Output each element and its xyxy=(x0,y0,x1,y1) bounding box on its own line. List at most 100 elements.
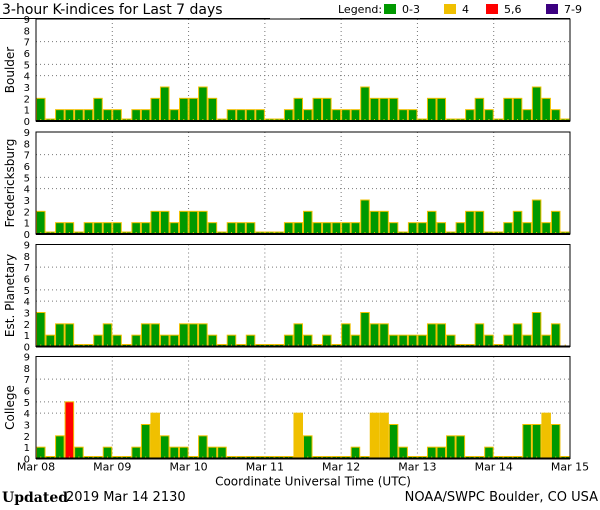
y-tick-label: 7 xyxy=(24,38,30,49)
x-tick-label: Mar 15 xyxy=(551,461,589,474)
y-tick-label: 8 xyxy=(24,364,30,375)
bar-est-planetary-52 xyxy=(531,312,542,347)
legend-swatch-1 xyxy=(444,4,456,14)
bar-est-planetary-36 xyxy=(379,323,389,348)
bar-fredericksburg-17 xyxy=(198,210,208,235)
bar-fredericksburg-50 xyxy=(512,210,523,235)
bar-college-54 xyxy=(550,424,561,459)
bar-fredericksburg-13 xyxy=(159,210,170,235)
bar-fredericksburg-52 xyxy=(531,199,542,235)
bar-boulder-37 xyxy=(388,97,399,122)
y-tick-label: 2 xyxy=(24,320,30,331)
y-tick-label: 7 xyxy=(24,151,30,162)
legend-entry-1: 4 xyxy=(462,3,469,16)
bar-est-planetary-46 xyxy=(474,323,485,348)
y-tick-label: 0 xyxy=(24,117,30,128)
y-tick-label: 5 xyxy=(24,173,30,184)
y-tick-label: 5 xyxy=(24,398,30,409)
bar-est-planetary-16 xyxy=(188,323,199,348)
legend-entry-2: 5,6 xyxy=(504,3,522,16)
panel-label: Boulder xyxy=(3,47,17,94)
y-tick-label: 8 xyxy=(24,139,30,150)
y-tick-label: 5 xyxy=(24,286,30,297)
y-tick-label: 2 xyxy=(24,94,30,105)
bar-est-planetary-12 xyxy=(150,323,160,348)
legend-swatch-0 xyxy=(384,4,396,14)
bar-college-36 xyxy=(379,412,389,459)
bar-est-planetary-15 xyxy=(179,323,189,348)
bar-est-planetary-2 xyxy=(55,323,65,348)
bar-est-planetary-0 xyxy=(36,312,46,347)
bar-est-planetary-32 xyxy=(341,323,351,348)
y-tick-label: 0 xyxy=(24,230,30,241)
y-tick-label: 7 xyxy=(24,375,30,386)
bar-est-planetary-42 xyxy=(436,323,447,348)
x-tick-label: Mar 14 xyxy=(475,461,513,474)
panel-label: Est. Planetary xyxy=(3,254,17,337)
bar-college-27 xyxy=(293,412,304,459)
y-tick-label: 9 xyxy=(24,128,30,139)
x-tick-label: Mar 11 xyxy=(246,461,284,474)
bar-est-planetary-7 xyxy=(102,323,113,348)
bar-boulder-12 xyxy=(150,97,160,122)
bar-college-44 xyxy=(455,435,466,460)
bar-est-planetary-11 xyxy=(140,323,151,348)
y-tick-label: 4 xyxy=(24,72,30,83)
bar-fredericksburg-28 xyxy=(303,210,313,235)
bar-college-37 xyxy=(388,424,399,459)
bar-boulder-30 xyxy=(322,97,332,122)
y-tick-label: 2 xyxy=(24,207,30,218)
y-tick-label: 4 xyxy=(24,297,30,308)
y-tick-label: 6 xyxy=(24,49,30,60)
y-tick-label: 9 xyxy=(24,353,30,364)
y-tick-label: 3 xyxy=(24,309,30,320)
bar-boulder-6 xyxy=(93,97,103,122)
bar-boulder-18 xyxy=(207,97,218,122)
bar-fredericksburg-36 xyxy=(379,210,389,235)
y-tick-label: 8 xyxy=(24,252,30,263)
y-tick-label: 1 xyxy=(24,331,30,342)
legend-label: Legend: xyxy=(338,3,382,16)
bar-college-43 xyxy=(446,435,456,460)
bar-boulder-49 xyxy=(503,97,513,122)
bar-college-51 xyxy=(522,424,532,459)
bar-boulder-41 xyxy=(426,97,437,122)
bar-est-planetary-50 xyxy=(512,323,523,348)
bar-boulder-16 xyxy=(188,97,199,122)
bar-boulder-13 xyxy=(159,86,170,122)
legend-swatch-2 xyxy=(486,4,498,14)
bar-college-13 xyxy=(159,435,170,460)
y-tick-label: 1 xyxy=(24,219,30,230)
bar-college-11 xyxy=(140,424,151,459)
bar-college-52 xyxy=(531,424,542,459)
bar-college-17 xyxy=(198,435,208,460)
bar-fredericksburg-35 xyxy=(369,210,380,235)
bar-est-planetary-17 xyxy=(198,323,208,348)
bar-boulder-53 xyxy=(541,97,551,122)
updated-value: 2019 Mar 14 2130 xyxy=(66,490,186,505)
bar-fredericksburg-45 xyxy=(465,210,475,235)
x-tick-label: Mar 13 xyxy=(398,461,436,474)
bar-college-12 xyxy=(150,412,160,459)
bar-boulder-15 xyxy=(179,97,189,122)
bar-college-2 xyxy=(55,435,65,460)
bar-college-28 xyxy=(303,435,313,460)
x-axis-title: Coordinate Universal Time (UTC) xyxy=(215,475,411,489)
bar-college-35 xyxy=(369,412,380,459)
bar-boulder-35 xyxy=(369,97,380,122)
y-tick-label: 1 xyxy=(24,106,30,117)
y-tick-label: 3 xyxy=(24,421,30,432)
y-tick-label: 9 xyxy=(24,241,30,252)
bar-fredericksburg-46 xyxy=(474,210,485,235)
y-tick-label: 0 xyxy=(24,455,30,466)
bar-boulder-50 xyxy=(512,97,523,122)
y-tick-label: 6 xyxy=(24,387,30,398)
y-tick-label: 3 xyxy=(24,196,30,207)
bar-boulder-42 xyxy=(436,97,447,122)
bar-fredericksburg-54 xyxy=(550,210,561,235)
legend-swatch-3 xyxy=(546,4,558,14)
x-tick-label: Mar 12 xyxy=(322,461,360,474)
bar-college-3 xyxy=(64,401,75,460)
bar-boulder-29 xyxy=(312,97,323,122)
